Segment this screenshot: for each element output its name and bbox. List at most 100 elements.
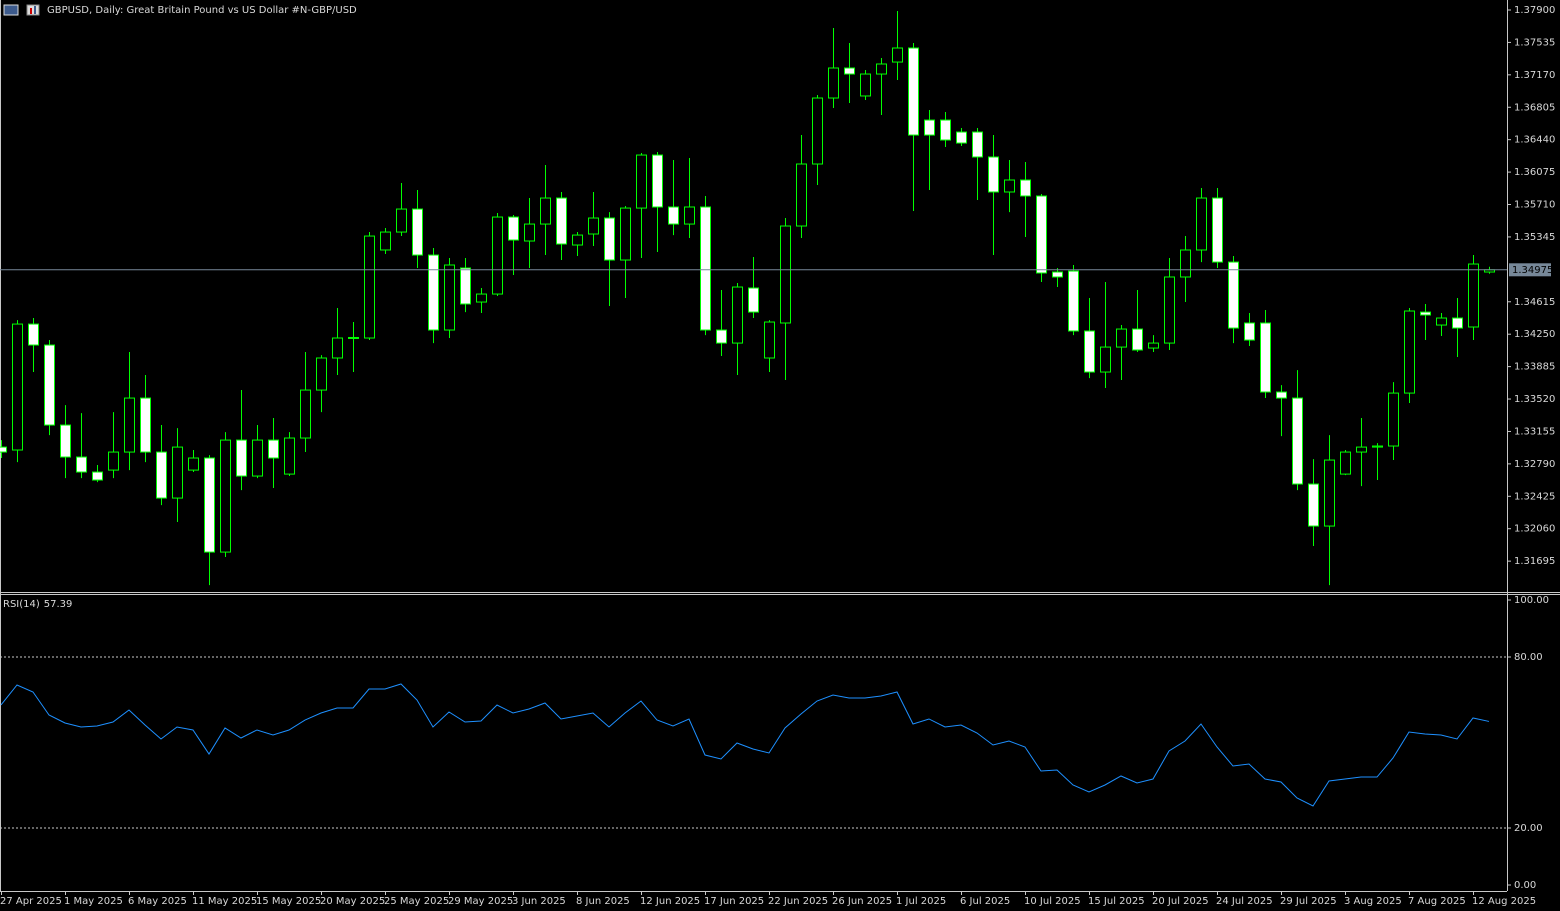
y-tick-label: 1.36440	[1514, 135, 1555, 146]
x-tick-label: 3 Aug 2025	[1344, 896, 1402, 907]
candle-body	[220, 439, 231, 553]
candle-body	[1116, 328, 1127, 348]
candle-body	[652, 154, 663, 208]
candle-body	[1436, 317, 1447, 326]
x-tick-label: 24 Jul 2025	[1216, 896, 1273, 907]
candle-body	[108, 451, 119, 471]
candle-body	[1020, 179, 1031, 197]
menu-icon[interactable]	[3, 4, 19, 16]
candle-body	[828, 67, 839, 99]
candle-body	[924, 119, 935, 136]
candle-body	[460, 267, 471, 305]
x-tick-label: 3 Jun 2025	[512, 896, 566, 907]
candle-body	[1420, 311, 1431, 316]
candle-body	[1324, 459, 1335, 527]
x-tick-label: 29 Jul 2025	[1280, 896, 1337, 907]
candle-body	[844, 67, 855, 75]
y-tick-label: 1.37535	[1514, 37, 1555, 48]
candle-body	[796, 163, 807, 227]
candle-body	[1372, 445, 1383, 448]
candle-body	[124, 397, 135, 453]
candle-body	[876, 63, 887, 75]
candle-body	[892, 47, 903, 63]
candle-body	[12, 323, 23, 451]
y-tick-label: 20.00	[1514, 823, 1543, 834]
y-tick-label: 1.35345	[1514, 232, 1555, 243]
y-tick-label: 100.00	[1514, 595, 1549, 606]
candle-body	[972, 131, 983, 158]
y-tick-label: 1.37170	[1514, 70, 1555, 81]
candles	[0, 10, 1495, 586]
candle-body	[476, 293, 487, 303]
y-tick-label: 1.32060	[1514, 524, 1555, 535]
candle-body	[1228, 261, 1239, 329]
x-tick-label: 6 Jul 2025	[960, 896, 1010, 907]
candle-body	[1244, 322, 1255, 341]
x-tick-label: 12 Aug 2025	[1472, 896, 1536, 907]
candle-body	[668, 206, 679, 225]
menu-icons[interactable]	[3, 4, 40, 16]
candle-body	[316, 357, 327, 391]
candle-body	[1404, 310, 1415, 394]
x-tick-label: 7 Aug 2025	[1408, 896, 1466, 907]
candle-body	[1068, 270, 1079, 332]
chart-icon-bar	[34, 6, 36, 14]
candle-body	[236, 439, 247, 477]
candle-body	[28, 323, 39, 346]
candle-body	[956, 131, 967, 144]
candle-body	[428, 254, 439, 331]
rsi-line	[0, 683, 1490, 807]
candle-body	[60, 424, 71, 458]
candle-body	[44, 344, 55, 426]
candle-body	[1356, 446, 1367, 453]
y-tick-label: 1.33155	[1514, 426, 1555, 437]
candle-body	[92, 471, 103, 481]
x-tick-label: 20 Jul 2025	[1152, 896, 1209, 907]
candle-body	[1388, 392, 1399, 447]
candle-body	[1260, 322, 1271, 393]
candle-body	[348, 336, 359, 339]
candle-body	[396, 208, 407, 233]
candle-body	[492, 216, 503, 295]
candle-body	[1196, 197, 1207, 251]
x-tick-label: 20 May 2025	[320, 896, 385, 907]
x-tick-label: 1 Jul 2025	[896, 896, 946, 907]
candle-body	[636, 154, 647, 209]
y-tick-label: 80.00	[1514, 652, 1543, 663]
candle-body	[508, 216, 519, 241]
x-tick-label: 17 Jun 2025	[704, 896, 764, 907]
candle-body	[1164, 276, 1175, 344]
y-tick-label: 1.32790	[1514, 459, 1555, 470]
y-tick-label: 1.36805	[1514, 102, 1555, 113]
candle-body	[572, 234, 583, 246]
candle-body	[140, 397, 151, 453]
candle-body	[1308, 483, 1319, 527]
x-tick-label: 8 Jun 2025	[576, 896, 630, 907]
x-tick-label: 26 Jun 2025	[832, 896, 892, 907]
candle-body	[364, 235, 375, 339]
candle-body	[1004, 179, 1015, 193]
chart-title: GBPUSD, Daily: Great Britain Pound vs US…	[47, 5, 357, 16]
chart-icon[interactable]	[26, 4, 40, 16]
y-tick-label: 1.34250	[1514, 329, 1555, 340]
y-tick-label: 1.32425	[1514, 491, 1555, 502]
indicator-value: 57.39	[44, 599, 73, 610]
x-tick-label: 27 Apr 2025	[0, 896, 62, 907]
indicator-label: RSI(14) 57.39	[3, 599, 72, 610]
candle-body	[860, 73, 871, 97]
candle-body	[588, 217, 599, 235]
chart-icon-bar	[30, 8, 32, 14]
candle-body	[1468, 263, 1479, 328]
x-tick-label: 11 May 2025	[192, 896, 257, 907]
candle-body	[412, 208, 423, 256]
candle-body	[812, 97, 823, 165]
candle-body	[684, 206, 695, 225]
x-tick-label: 10 Jul 2025	[1024, 896, 1081, 907]
y-tick-label: 1.34615	[1514, 297, 1555, 308]
candle-body	[604, 217, 615, 261]
candle-body	[444, 264, 455, 331]
y-tick-label: 1.35710	[1514, 200, 1555, 211]
